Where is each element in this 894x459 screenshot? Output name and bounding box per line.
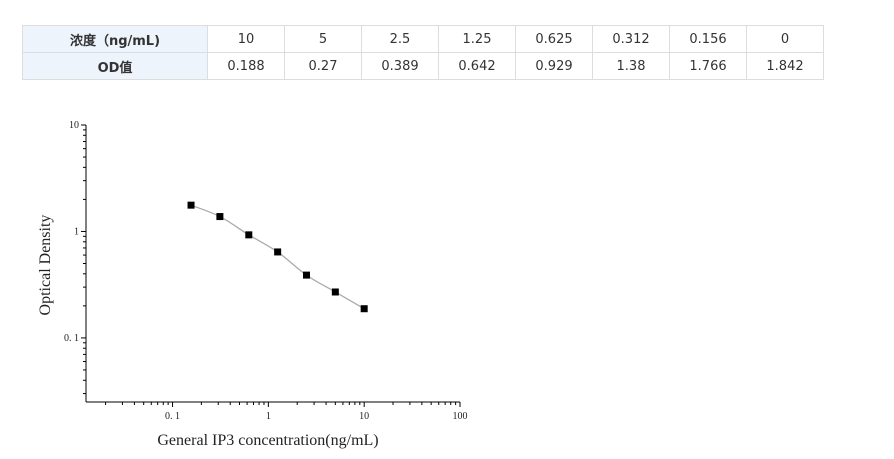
y-tick-label: 10 bbox=[69, 120, 79, 131]
od-cell: 0.642 bbox=[438, 52, 516, 80]
data-point bbox=[216, 213, 224, 221]
data-point bbox=[302, 271, 310, 279]
row-header-od: OD值 bbox=[22, 52, 208, 80]
concentration-cell: 0.156 bbox=[669, 25, 747, 53]
x-tick-label: 0. 1 bbox=[165, 411, 180, 422]
data-point bbox=[331, 288, 339, 296]
concentration-cell: 5 bbox=[284, 25, 362, 53]
data-point bbox=[274, 248, 282, 256]
data-point bbox=[360, 305, 368, 313]
y-tick-label: 0. 1 bbox=[64, 333, 79, 344]
y-tick-label: 1 bbox=[74, 226, 79, 237]
od-cell: 1.842 bbox=[746, 52, 824, 80]
concentration-cell: 2.5 bbox=[361, 25, 439, 53]
od-cell: 1.38 bbox=[592, 52, 670, 80]
x-tick-label: 10 bbox=[359, 411, 369, 422]
data-point bbox=[245, 231, 253, 239]
od-cell: 0.389 bbox=[361, 52, 439, 80]
concentration-cell: 0.312 bbox=[592, 25, 670, 53]
row-header-concentration: 浓度（ng/mL) bbox=[22, 25, 208, 53]
x-tick-label: 1 bbox=[266, 411, 271, 422]
od-cell: 0.929 bbox=[515, 52, 593, 80]
y-axis-label: Optical Density bbox=[37, 215, 54, 316]
data-table: 浓度（ng/mL) 10 5 2.5 1.25 0.625 0.312 0.156 0 OD值 0… bbox=[22, 25, 824, 80]
data-point bbox=[187, 201, 195, 209]
x-tick-label: 100 bbox=[453, 411, 468, 422]
od-cell: 1.766 bbox=[669, 52, 747, 80]
concentration-cell: 10 bbox=[207, 25, 285, 53]
od-cell: 0.27 bbox=[284, 52, 362, 80]
x-axis-label: General IP3 concentration(ng/mL) bbox=[157, 432, 378, 449]
od-cell: 0.188 bbox=[207, 52, 285, 80]
